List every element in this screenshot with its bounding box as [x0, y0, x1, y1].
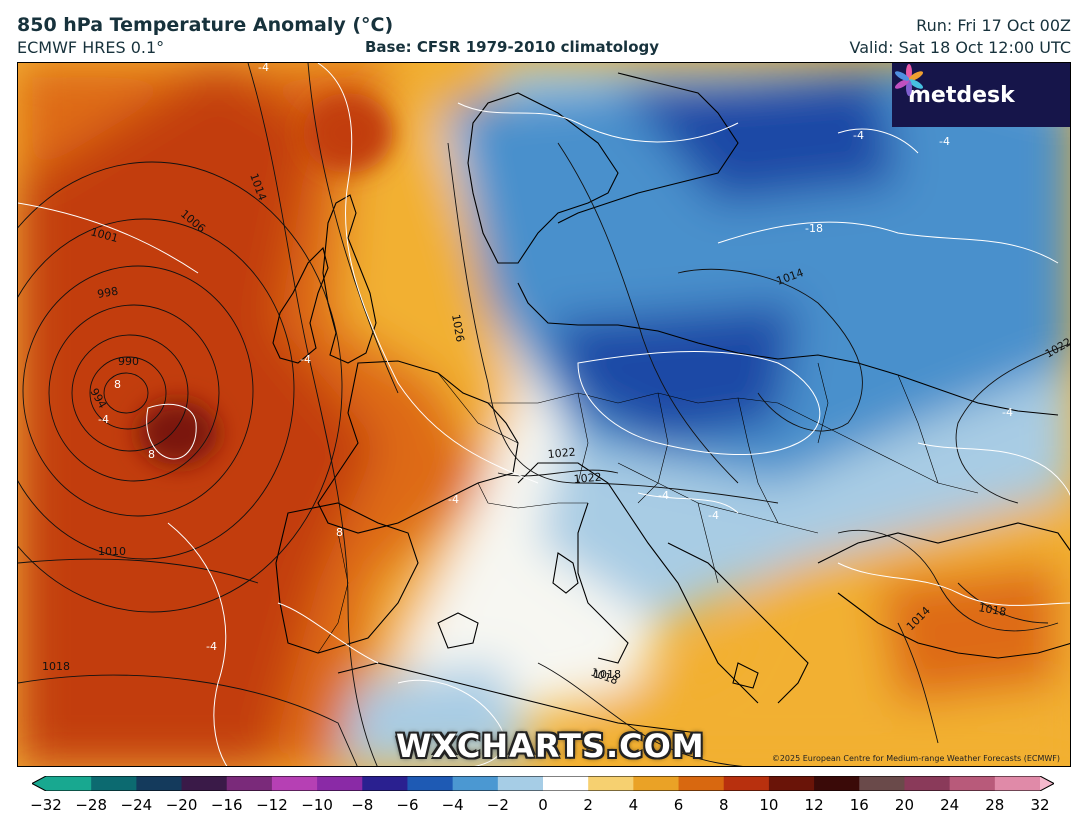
colorbar-tick-label: −8 [351, 796, 374, 814]
isobar-label: 1018 [977, 601, 1007, 619]
coastlines [272, 72, 1070, 734]
anomaly-label: -4 [658, 489, 669, 502]
anomaly-label: -4 [939, 135, 950, 148]
colorbar-tick-label: 6 [673, 796, 684, 814]
anomaly-label: -4 [448, 493, 459, 506]
isobar-label: 998 [96, 285, 119, 301]
colorbar-tick-label: 24 [940, 796, 960, 814]
colorbar-tick-label: 10 [759, 796, 779, 814]
colorbar-tick-label: −16 [210, 796, 243, 814]
colorbar-cell [407, 776, 454, 791]
ecmwf-credit: ©2025 European Centre for Medium-range W… [771, 754, 1060, 763]
base-climatology-label: Base: CFSR 1979-2010 climatology [365, 38, 660, 56]
isobar-label: 1026 [449, 313, 467, 343]
anomaly-field [18, 63, 1070, 766]
anomaly-label: -4 [300, 353, 311, 366]
isobar-label: 1022 [547, 446, 576, 461]
colorbar-tick-label: −12 [256, 796, 288, 814]
colorbar-tick-label: −2 [486, 796, 509, 814]
anomaly-label: -4 [206, 640, 217, 653]
colorbar-cell [136, 776, 183, 791]
colorbar-tick-label: 28 [985, 796, 1005, 814]
colorbar-cell [588, 776, 634, 791]
anomaly-label: -4 [98, 413, 109, 426]
colorbar-cell [497, 776, 544, 791]
anomaly-contours [18, 63, 1070, 766]
isobar-label: 990 [118, 355, 139, 368]
wxcharts-watermark: WXCHARTS.COM [396, 727, 705, 765]
colorbar-ticks: −32 −28 −24 −20 −16 −12 −10 −8 −6 −4 −2 0 2 4 6 8 10 12 16… [0, 796, 1088, 818]
colorbar-tick-label: −24 [120, 796, 153, 814]
colorbar-tick-label: 12 [804, 796, 824, 814]
colorbar-cell [317, 776, 363, 791]
colorbar-tick-label: 16 [849, 796, 869, 814]
colorbar-tick-label: −20 [165, 796, 198, 814]
colorbar-cell [452, 776, 499, 791]
colorbar-tick-label: −28 [75, 796, 107, 814]
isobar-label: 1018 [42, 660, 70, 673]
colorbar-min-arrow [32, 776, 46, 791]
colorbar-cell [949, 776, 996, 791]
colorbar-max-arrow [1040, 776, 1054, 791]
valid-time-label: Valid: Sat 18 Oct 12:00 UTC [849, 38, 1071, 57]
isobars [18, 63, 1070, 766]
anomaly-label: -4 [258, 63, 269, 74]
anomaly-label: -4 [1002, 406, 1013, 419]
flower-icon [894, 64, 924, 96]
colorbar-cell [271, 776, 318, 791]
colorbar-cell [362, 776, 408, 791]
metdesk-logo: metdesk [892, 63, 1070, 127]
colorbar-tick-label: −6 [396, 796, 419, 814]
colorbar-tick-label: 4 [628, 796, 639, 814]
anomaly-label: 8 [336, 526, 343, 539]
colorbar-tick-label: 2 [583, 796, 593, 814]
colorbar-cell [46, 776, 92, 791]
colorbar-cell [181, 776, 228, 791]
colorbar-cell [723, 776, 770, 791]
anomaly-label: -4 [708, 509, 719, 522]
colorbar-cell [543, 776, 589, 791]
map-canvas: 1014100610019989909941010101810261014102… [18, 63, 1070, 766]
colorbar-cell [768, 776, 815, 791]
colorbar-tick-label: 20 [894, 796, 914, 814]
chart-title: 850 hPa Temperature Anomaly (°C) [17, 14, 394, 36]
isobar-label: 1018 [593, 668, 621, 681]
colorbar-cell [904, 776, 951, 791]
colorbar-cell [633, 776, 680, 791]
colorbar-tick-label: 32 [1030, 796, 1050, 814]
anomaly-label: -4 [853, 129, 864, 142]
colorbar-cell [91, 776, 137, 791]
anomaly-label: 8 [114, 378, 121, 391]
colorbar-tick-label: −4 [441, 796, 464, 814]
isobar-label: 1010 [98, 545, 126, 558]
colorbar-tick-label: 0 [538, 796, 548, 814]
anomaly-labels: 8 8 8 -4 -4 -4 -4 -4 -4 -4 -4 -4 -4 -18 [98, 63, 1013, 653]
colorbar-tick-label: −10 [301, 796, 333, 814]
model-label: ECMWF HRES 0.1° [17, 38, 165, 57]
anomaly-map: 1014 1006 1001 998 990 994 1010 1018 1026 1014 102… [17, 62, 1071, 767]
run-time-label: Run: Fri 17 Oct 00Z [916, 16, 1071, 35]
colorbar-cell [814, 776, 860, 791]
colorbar-cell [226, 776, 273, 791]
country-borders [317, 362, 979, 654]
colorbar-cell [994, 776, 1041, 791]
colorbar-tick-label: 8 [718, 796, 729, 814]
anomaly-label: -18 [805, 222, 823, 235]
colorbar [32, 776, 1054, 791]
colorbar-cell [859, 776, 905, 791]
colorbar-cell [678, 776, 725, 791]
anomaly-label: 8 [148, 448, 155, 461]
colorbar-tick-label: −32 [30, 796, 62, 814]
logo-text: metdesk [908, 82, 1015, 108]
isobar-label: 1022 [573, 471, 602, 486]
